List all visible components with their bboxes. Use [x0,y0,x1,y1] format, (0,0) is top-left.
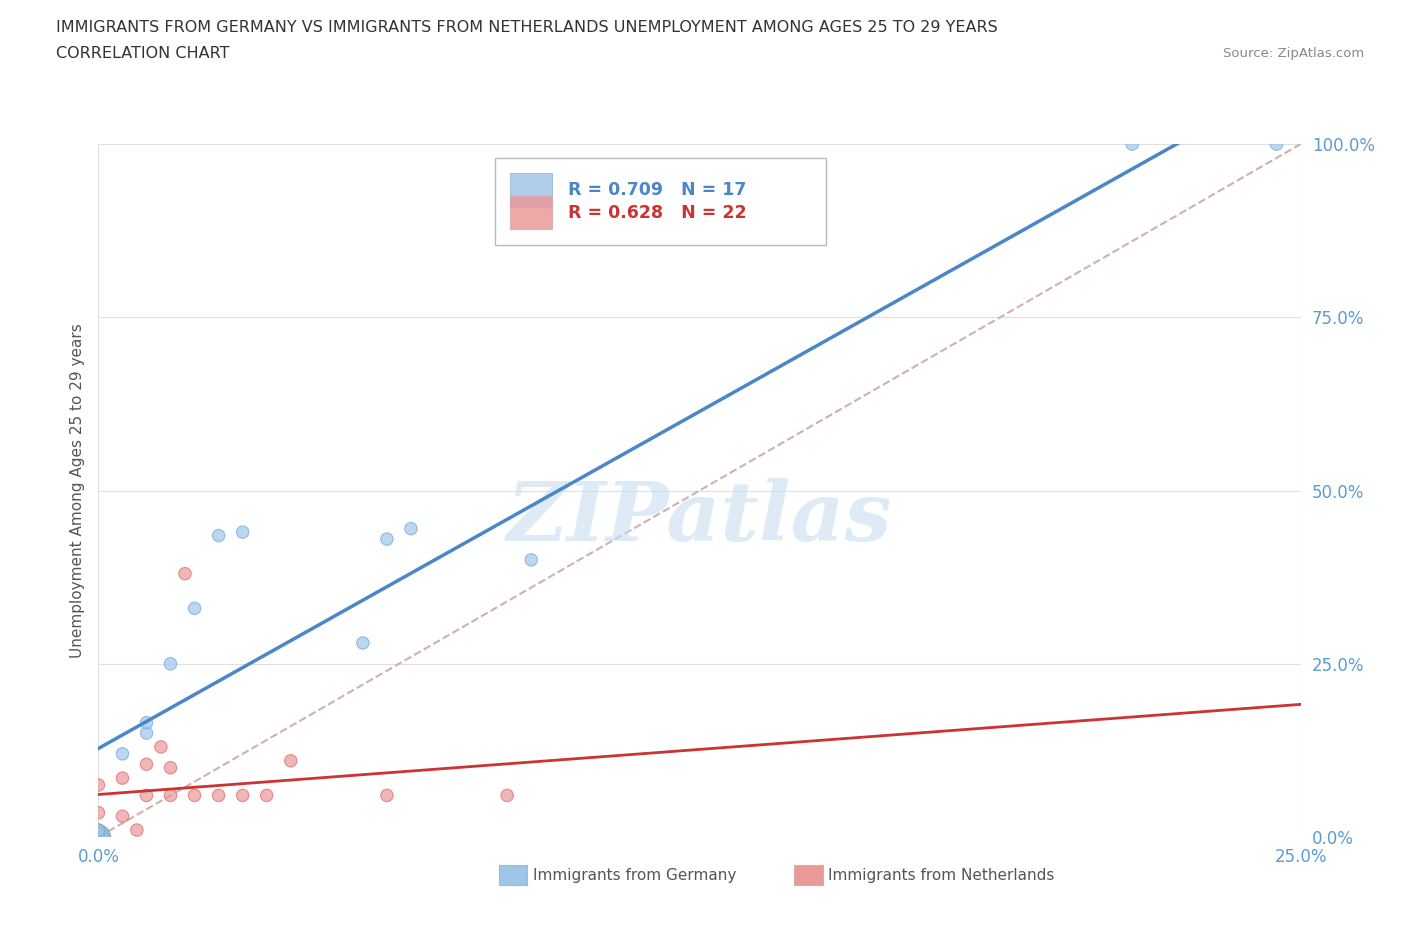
Text: CORRELATION CHART: CORRELATION CHART [56,46,229,61]
Point [87,830,110,844]
Text: Immigrants from Netherlands: Immigrants from Netherlands [828,868,1054,883]
Point [520,552,543,567]
Point [352,635,374,650]
Text: Immigrants from Germany: Immigrants from Germany [533,868,737,883]
Point [87,830,110,844]
Text: R = 0.628   N = 22: R = 0.628 N = 22 [568,204,747,221]
Text: ZIPatlas: ZIPatlas [506,478,893,558]
Point [87,826,110,841]
Point [496,788,519,803]
Point [135,757,157,772]
Point [159,761,181,776]
Point [1121,137,1143,152]
FancyBboxPatch shape [509,196,551,230]
Point [87,823,110,838]
Point [256,788,278,803]
Point [208,788,231,803]
Y-axis label: Unemployment Among Ages 25 to 29 years: Unemployment Among Ages 25 to 29 years [69,324,84,658]
Text: IMMIGRANTS FROM GERMANY VS IMMIGRANTS FROM NETHERLANDS UNEMPLOYMENT AMONG AGES 2: IMMIGRANTS FROM GERMANY VS IMMIGRANTS FR… [56,20,998,35]
Point [87,826,110,841]
Text: R = 0.709   N = 17: R = 0.709 N = 17 [568,180,747,199]
Point [183,788,205,803]
Point [125,823,148,838]
Point [111,771,134,786]
Point [1265,137,1288,152]
Point [87,777,110,792]
Point [87,805,110,820]
Point [135,725,157,740]
Point [149,739,172,754]
FancyBboxPatch shape [495,158,825,245]
Point [375,532,398,547]
Point [87,830,110,844]
Point [135,788,157,803]
Point [232,525,254,539]
Point [159,788,181,803]
Point [183,601,205,616]
Point [375,788,398,803]
Point [208,528,231,543]
Point [399,521,422,536]
FancyBboxPatch shape [509,173,551,206]
Point [232,788,254,803]
Text: Source: ZipAtlas.com: Source: ZipAtlas.com [1223,46,1364,60]
Point [111,747,134,762]
Point [111,809,134,824]
Point [280,753,302,768]
Point [174,566,197,581]
Point [135,715,157,730]
Point [159,657,181,671]
Point [87,823,110,838]
Point [87,830,110,844]
